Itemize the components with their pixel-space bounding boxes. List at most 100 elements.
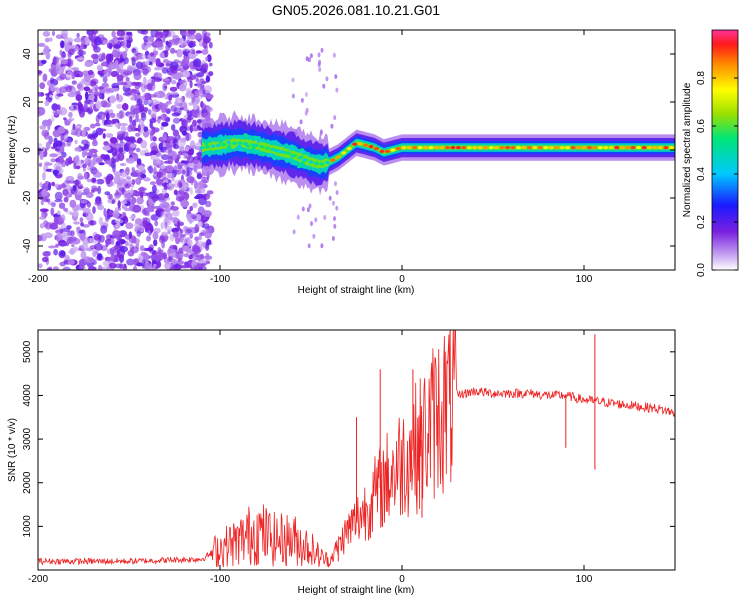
signal-core: [565, 146, 571, 150]
noise-blob: [208, 71, 214, 77]
noise-blob: [170, 38, 178, 46]
noise-blob: [106, 102, 112, 108]
signal-core: [341, 151, 347, 155]
noise-blob: [156, 171, 163, 179]
noise-blob: [189, 213, 196, 218]
noise-blob: [38, 42, 46, 47]
noise-blob: [74, 140, 78, 144]
signal-core: [272, 157, 277, 161]
snr-series: [38, 330, 675, 568]
noise-blob: [181, 169, 186, 175]
signal-core: [319, 162, 325, 166]
noise-blob: [150, 108, 157, 118]
noise-blob: [299, 119, 303, 125]
noise-blob: [64, 133, 69, 141]
noise-blob: [310, 221, 313, 227]
noise-blob: [39, 125, 46, 130]
noise-blob: [111, 87, 120, 92]
noise-blob: [187, 155, 194, 164]
noise-blob: [87, 70, 94, 75]
noise-blob: [104, 119, 112, 125]
colorbar-tick-label: 0.0: [696, 263, 707, 277]
signal-core: [256, 139, 261, 143]
spectrogram-x-tick-label: 100: [576, 274, 593, 285]
noise-blob: [87, 134, 92, 139]
noise-blob: [148, 165, 154, 174]
signal-core: [237, 144, 242, 148]
noise-blob: [80, 222, 84, 227]
noise-blob: [334, 181, 337, 187]
noise-blob: [124, 180, 133, 184]
noise-blob: [100, 153, 107, 160]
noise-blob: [101, 114, 105, 123]
noise-blob: [95, 100, 102, 110]
noise-blob: [172, 244, 178, 250]
noise-blob: [88, 33, 94, 41]
noise-blob: [51, 181, 56, 187]
noise-blob: [317, 62, 321, 68]
noise-blob: [147, 36, 152, 42]
noise-blob: [41, 146, 46, 153]
noise-blob: [177, 134, 181, 140]
signal-core: [390, 148, 396, 152]
noise-blob: [81, 78, 85, 83]
noise-blob: [109, 112, 116, 119]
noise-blob: [78, 258, 86, 268]
noise-blob: [83, 256, 92, 264]
noise-blob: [120, 126, 127, 132]
noise-blob: [296, 214, 300, 220]
noise-blob: [175, 97, 184, 102]
noise-blob: [155, 178, 164, 186]
noise-blob: [188, 30, 196, 35]
noise-blob: [308, 203, 312, 209]
noise-blob: [116, 249, 121, 255]
noise-blob: [150, 129, 155, 137]
noise-blob: [203, 223, 210, 230]
noise-blob: [78, 265, 86, 270]
noise-blob: [93, 171, 103, 178]
noise-blob: [171, 258, 178, 265]
noise-blob: [91, 166, 95, 170]
noise-blob: [164, 50, 169, 58]
noise-blob: [103, 141, 109, 146]
noise-blob: [169, 248, 177, 253]
noise-blob: [187, 110, 193, 117]
noise-blob: [172, 209, 180, 217]
noise-blob: [149, 52, 155, 57]
noise-blob: [132, 169, 141, 178]
noise-blob: [130, 246, 140, 254]
signal-core: [466, 146, 472, 150]
signal-core: [221, 136, 226, 140]
noise-blob: [48, 266, 53, 270]
noise-blob: [194, 90, 204, 96]
noise-blob: [154, 31, 164, 39]
noise-blob: [134, 82, 141, 86]
noise-blob: [39, 223, 45, 229]
noise-blob: [170, 206, 179, 211]
noise-blob: [128, 231, 133, 239]
noise-blob: [74, 147, 82, 152]
noise-blob: [73, 70, 78, 77]
signal-core: [630, 146, 636, 150]
noise-blob: [174, 100, 179, 107]
noise-blob: [116, 181, 123, 190]
colorbar-tick-label: 0.8: [696, 71, 707, 85]
noise-blob: [80, 199, 86, 204]
noise-blob: [332, 52, 336, 58]
signal-core: [488, 146, 494, 150]
noise-blob: [55, 243, 59, 248]
signal-core: [232, 135, 236, 139]
noise-blob: [96, 253, 103, 261]
noise-blob: [119, 263, 123, 270]
noise-blob: [186, 176, 195, 184]
noise-blob: [93, 169, 99, 173]
noise-blob: [52, 56, 57, 66]
noise-blob: [325, 76, 329, 82]
noise-blob: [111, 30, 116, 38]
noise-blob: [60, 30, 69, 38]
noise-blob: [291, 93, 295, 99]
noise-blob: [309, 53, 313, 59]
noise-blob: [141, 68, 149, 75]
noise-blob: [335, 205, 339, 211]
